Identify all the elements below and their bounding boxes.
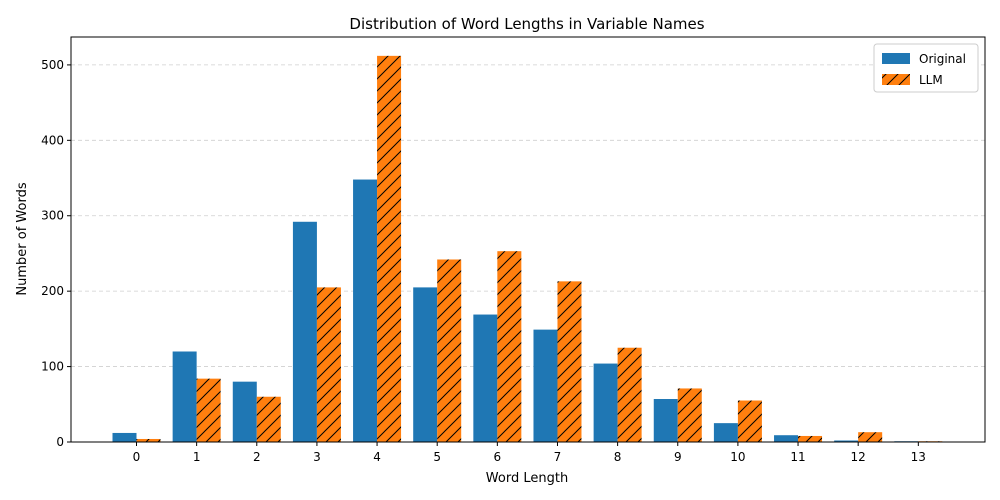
x-axis: 0 1 2 3 4 5 6 7 8 9 10 11 12 13 [133, 442, 926, 464]
y-tick-label: 500 [41, 58, 64, 72]
chart-title: Distribution of Word Lengths in Variable… [349, 15, 704, 33]
bar-llm-2 [256, 396, 281, 442]
x-tick-label: 0 [133, 450, 141, 464]
y-gridlines [71, 64, 985, 367]
bar-llm-12 [858, 432, 883, 442]
x-tick-label: 12 [851, 450, 866, 464]
x-tick-label: 7 [554, 450, 562, 464]
bar-llm-6 [497, 251, 522, 442]
x-tick-label: 4 [373, 450, 381, 464]
y-tick-label: 300 [41, 209, 64, 223]
x-tick-label: 13 [911, 450, 926, 464]
x-axis-label: Word Length [486, 471, 568, 486]
bars [112, 55, 943, 443]
legend-label-original: Original [919, 52, 966, 66]
bar-original-9 [653, 399, 678, 442]
bar-llm-8 [617, 347, 642, 442]
x-tick-label: 1 [193, 450, 201, 464]
bar-original-11 [774, 435, 799, 442]
legend-swatch-llm [882, 74, 910, 85]
bar-original-8 [593, 363, 618, 442]
plot-frame [70, 36, 986, 443]
bar-original-12 [834, 440, 859, 442]
x-tick-label: 8 [614, 450, 622, 464]
legend-swatch-original [882, 53, 910, 64]
bar-original-4 [353, 179, 378, 442]
bar-llm-4 [377, 55, 402, 443]
bar-original-3 [292, 221, 317, 442]
x-tick-label: 11 [790, 450, 805, 464]
bar-original-10 [713, 423, 738, 442]
y-tick-label: 400 [41, 133, 64, 147]
x-tick-label: 3 [313, 450, 321, 464]
y-tick-label: 100 [41, 360, 64, 374]
x-tick-label: 2 [253, 450, 261, 464]
bar-original-1 [172, 351, 197, 442]
bar-llm-1 [196, 378, 221, 442]
bar-llm-9 [677, 388, 702, 442]
bar-llm-11 [798, 435, 823, 442]
bar-llm-10 [737, 400, 762, 442]
y-tick-label: 0 [56, 435, 64, 449]
bar-llm-0 [136, 438, 161, 442]
x-tick-label: 9 [674, 450, 682, 464]
bar-original-5 [413, 287, 438, 442]
legend-label-llm: LLM [919, 73, 943, 87]
bar-original-2 [232, 381, 257, 442]
x-tick-label: 10 [730, 450, 745, 464]
bar-original-0 [112, 432, 137, 442]
bar-original-6 [473, 314, 498, 442]
legend: Original LLM [873, 43, 979, 93]
y-axis-label: Number of Words [15, 182, 30, 295]
bar-llm-5 [437, 259, 462, 442]
bar-llm-7 [557, 281, 582, 442]
bar-original-7 [533, 329, 558, 442]
x-tick-label: 6 [494, 450, 502, 464]
y-tick-label: 200 [41, 284, 64, 298]
x-tick-label: 5 [433, 450, 441, 464]
y-axis: 0 100 200 300 400 500 [41, 58, 71, 449]
bar-llm-3 [316, 287, 341, 442]
